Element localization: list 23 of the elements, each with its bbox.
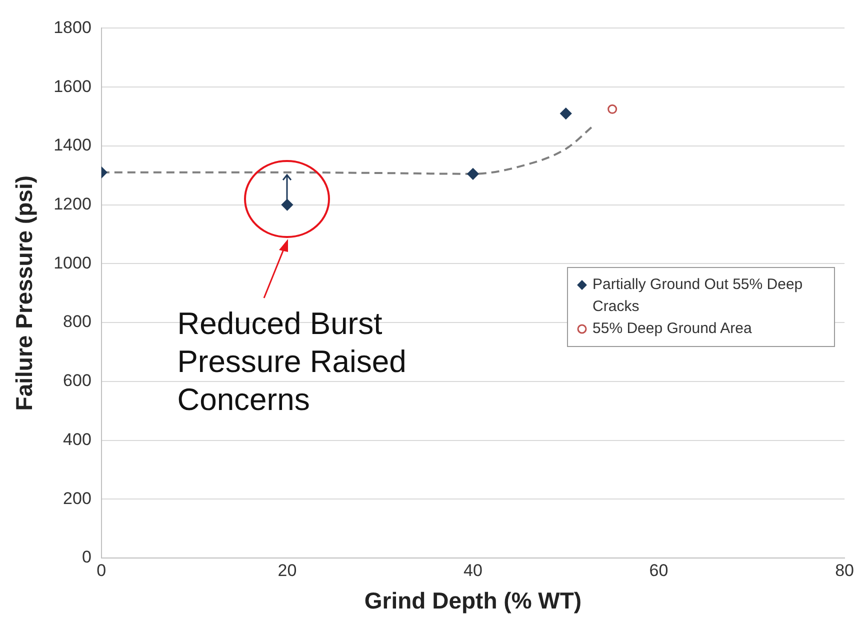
y-tick-label: 1800 [54,18,92,37]
x-tick-label: 40 [464,560,482,580]
y-tick-label: 800 [63,312,92,332]
point [560,108,572,120]
x-tick-label: 20 [278,560,297,580]
y-tick-label: 400 [63,430,92,449]
point [467,168,479,180]
legend-label: 55% Deep Ground Area [592,318,752,339]
x-tick-label: 80 [835,560,854,580]
y-tick-label: 1400 [54,136,92,155]
y-tick-label: 200 [63,488,92,508]
y-tick-label: 1200 [54,194,92,214]
annotation: Reduced Burst Pressure Raised Concerns [177,304,408,419]
y-tick-label: 600 [63,371,92,390]
x-tick-label: 60 [649,560,668,580]
y-tick-label: 1600 [54,76,92,96]
x-axis-title: Grind Depth (% WT) [364,588,582,614]
x-tick-label: 0 [96,560,106,580]
point [608,104,618,114]
legend-label: Partially Ground Out 55% Deep Cracks [592,274,804,317]
y-tick-label: 1000 [54,253,92,272]
y-tick-label: 0 [82,548,92,567]
y-axis-title: Failure Pressure (psi) [11,176,38,411]
